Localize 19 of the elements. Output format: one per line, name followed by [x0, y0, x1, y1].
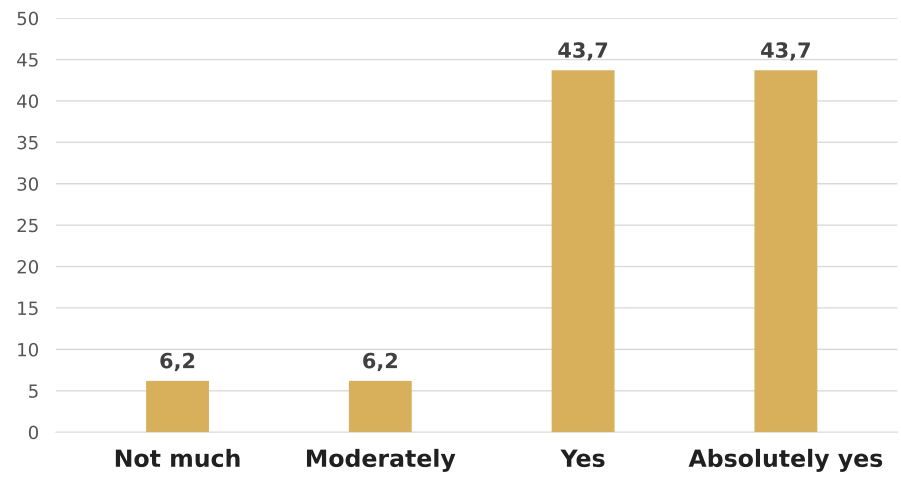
y-tick-label: 45 [17, 53, 38, 67]
y-tick-label: 20 [18, 260, 38, 274]
data-label: 6,2 [160, 352, 194, 372]
y-tick-label: 0 [28, 426, 38, 440]
x-tick-label: Not much [116, 448, 240, 468]
y-tick-label: 35 [18, 136, 38, 150]
y-tick-label: 40 [17, 94, 38, 108]
y-tick-label: 30 [18, 177, 38, 191]
data-label: 43,7 [761, 42, 810, 61]
x-tick-label: Absolutely yes [688, 448, 882, 472]
y-tick-label: 50 [18, 12, 38, 26]
y-tick-label: 15 [18, 302, 38, 316]
y-tick-label: 5 [29, 384, 38, 398]
x-tick-label: Yes [560, 450, 604, 468]
x-tick-label: Moderately [306, 448, 456, 472]
y-tick-label: 10 [18, 342, 38, 356]
data-label: 6,2 [363, 352, 397, 372]
y-tick-label: 25 [18, 218, 38, 232]
data-label: 43,7 [558, 42, 608, 61]
